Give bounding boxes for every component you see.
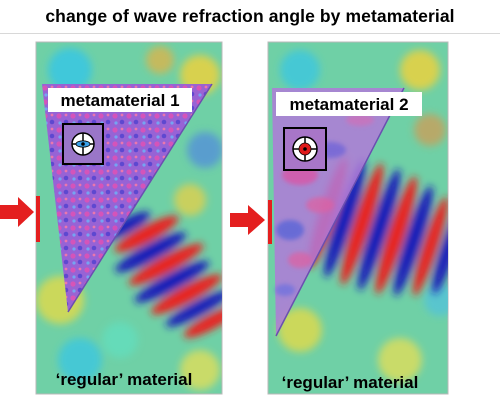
unit-cell-1-icon [62,123,104,165]
panel-1: metamaterial 1 ‘regular’ material [35,41,223,395]
incident-wave-arrow-2 [230,205,265,235]
figure-title: change of wave refraction angle by metam… [45,6,455,26]
source-1 [36,196,40,242]
unit-cell-2-icon [283,127,327,171]
metamaterial-1-label-box [48,88,192,112]
incident-wave-arrow-1 [0,197,34,227]
metamaterial-1-label: metamaterial 1 [60,91,179,110]
source-2 [268,200,272,244]
panel-2-field [272,50,448,382]
panel-2: metamaterial 2 ‘regular’ material [267,41,449,395]
regular-material-2-label: ‘regular’ material [282,373,419,392]
regular-material-1-label: ‘regular’ material [56,370,193,389]
metamaterial-2-label: metamaterial 2 [289,95,408,114]
title-divider [0,33,500,34]
metamaterial-2-label-box [276,92,422,116]
